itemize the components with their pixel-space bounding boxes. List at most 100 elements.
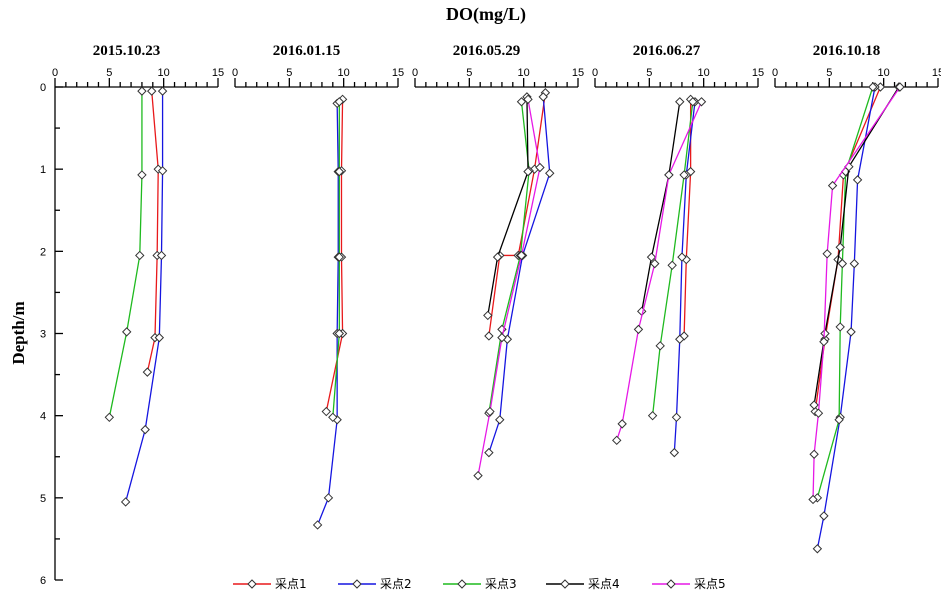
depth-tick-label: 3 bbox=[40, 329, 46, 341]
x-tick-label: 5 bbox=[826, 67, 832, 79]
x-tick-label: 0 bbox=[592, 67, 598, 79]
data-point bbox=[835, 322, 845, 332]
data-point bbox=[677, 252, 687, 262]
data-point bbox=[813, 408, 824, 418]
data-point bbox=[154, 332, 165, 343]
series-line bbox=[487, 96, 529, 316]
series-line bbox=[812, 86, 901, 500]
data-point bbox=[473, 470, 483, 481]
data-point bbox=[837, 258, 848, 269]
data-point bbox=[485, 406, 495, 417]
data-point bbox=[140, 424, 150, 435]
series-line bbox=[813, 86, 900, 406]
data-point bbox=[667, 260, 677, 271]
legend-label: 采点4 bbox=[588, 577, 620, 591]
series-采点3 bbox=[647, 97, 698, 421]
data-point bbox=[819, 337, 829, 347]
data-point bbox=[492, 252, 503, 262]
series-line bbox=[316, 103, 339, 526]
depth-axis: 0 1 2 3 4 5 6 bbox=[40, 82, 63, 587]
data-point bbox=[669, 447, 680, 458]
data-point bbox=[820, 328, 830, 339]
data-point bbox=[679, 170, 689, 180]
data-point bbox=[696, 97, 707, 107]
depth-tick-label: 2 bbox=[40, 246, 46, 258]
data-point bbox=[157, 86, 168, 96]
legend-item: 采点5 bbox=[652, 577, 726, 591]
legend-label: 采点3 bbox=[485, 577, 517, 591]
data-point bbox=[688, 97, 698, 107]
x-tick-label: 5 bbox=[286, 67, 292, 79]
data-point bbox=[664, 170, 674, 180]
data-point bbox=[647, 410, 658, 421]
data-point bbox=[323, 493, 334, 503]
data-point bbox=[334, 97, 345, 107]
series-line bbox=[673, 101, 696, 453]
data-point bbox=[650, 258, 660, 269]
legend-marker bbox=[666, 579, 676, 589]
x-tick-label: 15 bbox=[572, 67, 584, 79]
panel-title: 2016.05.29 bbox=[453, 43, 521, 59]
data-point bbox=[655, 341, 665, 351]
data-point bbox=[142, 367, 153, 377]
x-tick-label: 0 bbox=[232, 67, 238, 79]
x-tick-label: 5 bbox=[106, 67, 112, 79]
panel-title: 2016.06.27 bbox=[633, 43, 701, 59]
data-point bbox=[868, 82, 878, 92]
series-采点3 bbox=[812, 82, 878, 503]
series-采点2 bbox=[120, 86, 168, 507]
data-point bbox=[849, 258, 860, 269]
chart-title: DO(mg/L) bbox=[446, 4, 526, 25]
legend-label: 采点2 bbox=[380, 577, 412, 591]
x-tick-label: 0 bbox=[52, 67, 58, 79]
data-point bbox=[827, 180, 838, 191]
legend-marker bbox=[560, 579, 570, 589]
depth-tick-label: 1 bbox=[40, 164, 46, 176]
x-tick-label: 10 bbox=[878, 67, 890, 79]
panel-title: 2016.10.18 bbox=[813, 43, 881, 59]
series-line bbox=[814, 86, 882, 412]
x-tick-label: 15 bbox=[212, 67, 224, 79]
data-point bbox=[809, 449, 819, 459]
panel-4: 2016.10.18 0 5 10 15 bbox=[772, 43, 941, 554]
data-point bbox=[122, 327, 132, 337]
data-point bbox=[334, 328, 345, 339]
data-point bbox=[334, 252, 345, 262]
data-point bbox=[895, 82, 905, 92]
series-采点5 bbox=[808, 82, 905, 505]
data-point bbox=[483, 310, 493, 321]
data-point bbox=[137, 86, 147, 96]
data-point bbox=[671, 412, 682, 423]
x-tick-label: 10 bbox=[338, 67, 350, 79]
data-point bbox=[157, 166, 168, 176]
data-point bbox=[852, 175, 863, 185]
legend-item: 采点4 bbox=[546, 577, 620, 591]
data-point bbox=[808, 494, 818, 505]
series-采点3 bbox=[104, 86, 147, 423]
depth-tick-label: 6 bbox=[40, 575, 46, 587]
series-采点3 bbox=[484, 97, 534, 418]
data-point bbox=[516, 97, 527, 107]
data-point bbox=[819, 511, 829, 521]
legend-item: 采点3 bbox=[443, 577, 517, 591]
data-point bbox=[822, 249, 832, 259]
panel-1: 2016.01.15 0 5 10 15 bbox=[232, 43, 404, 530]
data-point bbox=[484, 447, 494, 458]
data-point bbox=[545, 168, 555, 178]
x-tick-label: 15 bbox=[932, 67, 941, 79]
data-point bbox=[495, 415, 505, 425]
data-point bbox=[633, 324, 644, 335]
legend-label: 采点5 bbox=[694, 577, 726, 591]
series-采点2 bbox=[669, 97, 700, 458]
series-line bbox=[477, 99, 541, 476]
data-point bbox=[104, 412, 115, 423]
x-tick-label: 0 bbox=[772, 67, 778, 79]
data-point bbox=[328, 412, 338, 423]
data-point bbox=[812, 544, 823, 554]
panel-title: 2015.10.23 bbox=[93, 43, 161, 59]
data-point bbox=[646, 252, 657, 262]
x-tick-label: 15 bbox=[752, 67, 764, 79]
depth-tick-label: 4 bbox=[40, 411, 46, 423]
series-采点4 bbox=[637, 97, 685, 317]
